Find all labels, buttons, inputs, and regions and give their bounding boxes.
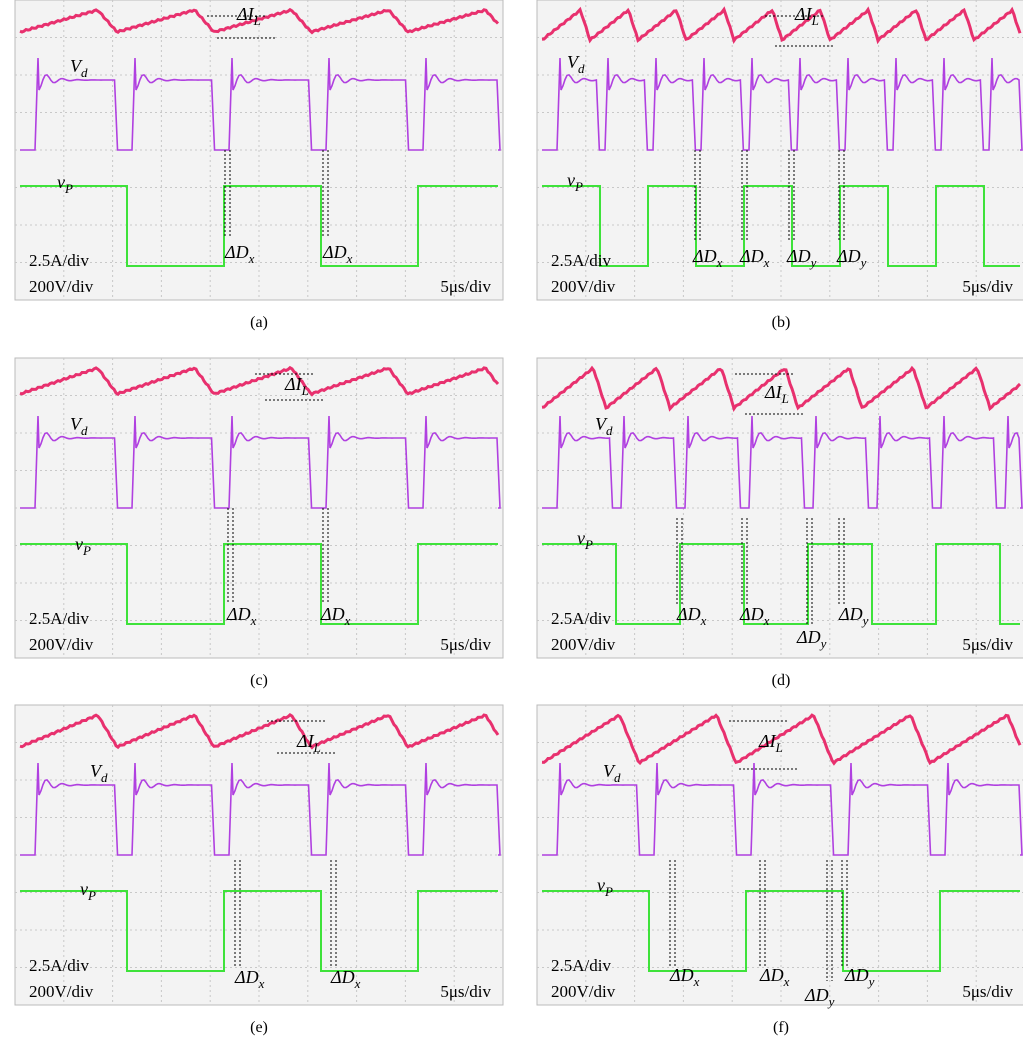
label-sub: y bbox=[861, 613, 869, 628]
current-scale: 2.5A/div bbox=[551, 251, 611, 270]
label-sub: P bbox=[82, 543, 91, 558]
voltage-scale: 200V/div bbox=[551, 982, 616, 1001]
time-scale: 5μs/div bbox=[440, 635, 491, 654]
label-sub: P bbox=[604, 884, 613, 899]
label-sub: x bbox=[693, 974, 700, 989]
label-main: ΔD bbox=[796, 627, 821, 647]
label-sub: L bbox=[781, 391, 789, 406]
label-sub: P bbox=[574, 179, 583, 194]
label-sub: y bbox=[827, 994, 835, 1009]
label-main: ΔD bbox=[786, 246, 811, 266]
label-main: ΔI bbox=[794, 4, 813, 24]
label-main: ΔD bbox=[692, 246, 717, 266]
label-main: ΔI bbox=[758, 731, 777, 751]
label-sub: x bbox=[250, 613, 257, 628]
label-sub: d bbox=[578, 61, 585, 76]
panel-caption: (d) bbox=[772, 672, 791, 689]
label-main: ΔD bbox=[838, 604, 863, 624]
voltage-scale: 200V/div bbox=[29, 635, 94, 654]
label-main: v bbox=[80, 879, 88, 899]
label-sub: P bbox=[87, 888, 96, 903]
label-sub: d bbox=[81, 65, 88, 80]
voltage-scale: 200V/div bbox=[551, 635, 616, 654]
voltage-scale: 200V/div bbox=[29, 982, 94, 1001]
label-main: v bbox=[75, 534, 83, 554]
time-scale: 5μs/div bbox=[440, 982, 491, 1001]
label-sub: L bbox=[253, 13, 261, 28]
current-scale: 2.5A/div bbox=[29, 251, 89, 270]
label-main: ΔI bbox=[764, 382, 783, 402]
current-scale: 2.5A/div bbox=[551, 956, 611, 975]
label-sub: P bbox=[64, 181, 73, 196]
label-main: ΔI bbox=[284, 374, 303, 394]
time-scale: 5μs/div bbox=[440, 277, 491, 296]
label-main: ΔD bbox=[844, 965, 869, 985]
label-main: ΔD bbox=[739, 246, 764, 266]
label-main: ΔD bbox=[320, 604, 345, 624]
panel-caption: (f) bbox=[773, 1019, 789, 1036]
label-main: ΔD bbox=[669, 965, 694, 985]
current-scale: 2.5A/div bbox=[29, 609, 89, 628]
label-sub: L bbox=[775, 740, 783, 755]
label-main: v bbox=[577, 528, 585, 548]
label-sub: y bbox=[819, 636, 827, 651]
label-sub: y bbox=[809, 255, 817, 270]
label-main: ΔD bbox=[224, 242, 249, 262]
label-main: ΔD bbox=[330, 967, 355, 987]
label-main: ΔI bbox=[236, 4, 255, 24]
label-sub: d bbox=[81, 423, 88, 438]
label-main: v bbox=[567, 170, 575, 190]
current-scale: 2.5A/div bbox=[29, 956, 89, 975]
label-main: v bbox=[57, 172, 65, 192]
label-sub: d bbox=[606, 423, 613, 438]
time-scale: 5μs/div bbox=[962, 635, 1013, 654]
current-scale: 2.5A/div bbox=[551, 609, 611, 628]
label-main: v bbox=[597, 875, 605, 895]
label-sub: L bbox=[313, 740, 321, 755]
label-sub: x bbox=[344, 613, 351, 628]
label-sub: L bbox=[301, 383, 309, 398]
label-sub: x bbox=[716, 255, 723, 270]
label-main: ΔD bbox=[739, 604, 764, 624]
label-main: ΔD bbox=[836, 246, 861, 266]
label-sub: d bbox=[614, 770, 621, 785]
figure: ΔILVdvPΔDxΔDx2.5A/div200V/div5μs/div(a)Δ… bbox=[0, 0, 1023, 1052]
label-sub: d bbox=[101, 770, 108, 785]
label-main: ΔD bbox=[676, 604, 701, 624]
label-sub: x bbox=[346, 251, 353, 266]
label-main: ΔD bbox=[804, 985, 829, 1005]
label-main: ΔI bbox=[296, 731, 315, 751]
time-scale: 5μs/div bbox=[962, 982, 1013, 1001]
scope-panel: ΔILVdvPΔDxΔDx2.5A/div200V/div5μs/div bbox=[15, 0, 503, 300]
label-sub: y bbox=[867, 974, 875, 989]
label-main: ΔD bbox=[226, 604, 251, 624]
label-sub: x bbox=[783, 974, 790, 989]
label-main: ΔD bbox=[234, 967, 259, 987]
label-sub: x bbox=[700, 613, 707, 628]
page: {"panels": [ {"caption": "(a)", "current… bbox=[0, 0, 1023, 1052]
label-sub: y bbox=[859, 255, 867, 270]
voltage-scale: 200V/div bbox=[29, 277, 94, 296]
label-sub: P bbox=[584, 537, 593, 552]
label-sub: x bbox=[763, 255, 770, 270]
panel-caption: (e) bbox=[250, 1019, 268, 1036]
label-sub: L bbox=[811, 13, 819, 28]
time-scale: 5μs/div bbox=[962, 277, 1013, 296]
label-main: ΔD bbox=[759, 965, 784, 985]
panel-caption: (a) bbox=[250, 314, 268, 331]
label-sub: x bbox=[354, 976, 361, 991]
voltage-scale: 200V/div bbox=[551, 277, 616, 296]
label-main: ΔD bbox=[322, 242, 347, 262]
label-sub: x bbox=[763, 613, 770, 628]
panel-caption: (b) bbox=[772, 314, 791, 331]
label-sub: x bbox=[248, 251, 255, 266]
label-sub: x bbox=[258, 976, 265, 991]
panel-caption: (c) bbox=[250, 672, 268, 689]
